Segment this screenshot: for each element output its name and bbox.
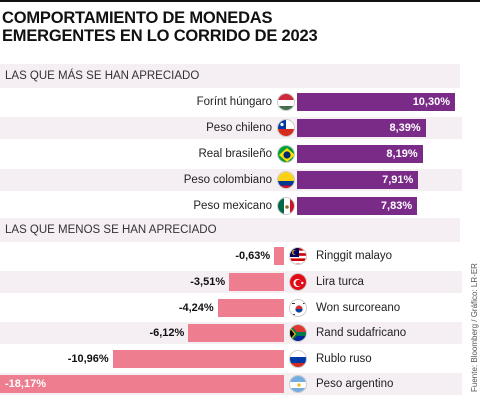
malaysia-flag-icon	[289, 247, 307, 265]
category-label: Rand sudafricano	[316, 327, 407, 339]
hungary-flag-icon	[277, 93, 295, 111]
bar	[297, 93, 455, 111]
top-row: Real brasileño 8,19%	[0, 143, 462, 165]
category-label: Lira turca	[316, 276, 364, 288]
value-label: 7,91%	[382, 174, 414, 186]
value-label: 8,19%	[386, 148, 418, 160]
category-label: Peso mexicano	[193, 200, 272, 212]
bar	[217, 299, 284, 317]
bottom-row: -4,24% Won surcoreano	[0, 297, 462, 319]
brazil-flag-icon	[277, 145, 295, 163]
category-label: Forínt húngaro	[196, 96, 272, 108]
top-row: Peso mexicano 7,83%	[0, 195, 462, 217]
turkey-flag-icon	[289, 273, 307, 291]
bar	[229, 273, 284, 291]
south-korea-flag-icon	[289, 299, 307, 317]
value-label: 10,30%	[412, 96, 450, 108]
mexico-flag-icon	[277, 197, 295, 215]
bar	[274, 247, 284, 265]
category-label: Ringgit malayo	[316, 250, 393, 262]
top-rule	[0, 0, 480, 2]
bottom-row: -10,96% Rublo ruso	[0, 348, 462, 370]
bar	[188, 324, 284, 342]
value-label: -18,17%	[5, 378, 46, 390]
argentina-flag-icon	[289, 375, 307, 393]
section-header-bottom: LAS QUE MENOS SE HAN APRECIADO	[0, 218, 460, 242]
colombia-flag-icon	[277, 171, 295, 189]
chile-flag-icon	[277, 119, 295, 137]
category-label: Real brasileño	[198, 148, 272, 160]
category-label: Peso argentino	[316, 378, 394, 390]
bar	[297, 197, 418, 215]
title-line-1: COMPORTAMIENTO DE MONEDAS	[2, 9, 273, 27]
value-label: 7,83%	[380, 200, 413, 212]
source-note: Fuente: Bloomberg / Gráfico: LR-ER	[470, 263, 479, 392]
value-label: 8,39%	[389, 122, 421, 134]
russia-flag-icon	[289, 350, 307, 368]
bar	[112, 350, 284, 368]
value-label: -10,96%	[67, 353, 109, 365]
category-label: Won surcoreano	[316, 302, 401, 314]
value-label: -4,24%	[178, 302, 214, 314]
value-label: -0,63%	[235, 250, 271, 262]
title-line-2: EMERGENTES EN LO CORRIDO DE 2023	[2, 27, 318, 45]
bottom-row: -18,17% Peso argentino	[0, 373, 462, 395]
bar	[297, 171, 419, 189]
bottom-row: -3,51% Lira turca	[0, 271, 462, 293]
south-africa-flag-icon	[289, 324, 307, 342]
bar	[0, 375, 284, 393]
bar	[297, 119, 426, 137]
top-row: Peso chileno 8,39%	[0, 117, 462, 139]
top-row: Forínt húngaro 10,30%	[0, 91, 462, 113]
value-label: -3,51%	[190, 276, 226, 288]
bottom-row: -0,63% Ringgit malayo	[0, 245, 462, 267]
chart-title: COMPORTAMIENTO DE MONEDAS EMERGENTES EN …	[2, 9, 462, 45]
category-label: Rublo ruso	[316, 353, 372, 365]
top-row: Peso colombiano 7,91%	[0, 169, 462, 191]
bottom-row: -6,12% Rand sudafricano	[0, 322, 462, 344]
value-label: -6,12%	[149, 327, 185, 339]
section-header-top: LAS QUE MÁS SE HAN APRECIADO	[0, 64, 460, 88]
category-label: Peso chileno	[206, 122, 272, 134]
bar	[297, 145, 423, 163]
category-label: Peso colombiano	[183, 174, 272, 186]
